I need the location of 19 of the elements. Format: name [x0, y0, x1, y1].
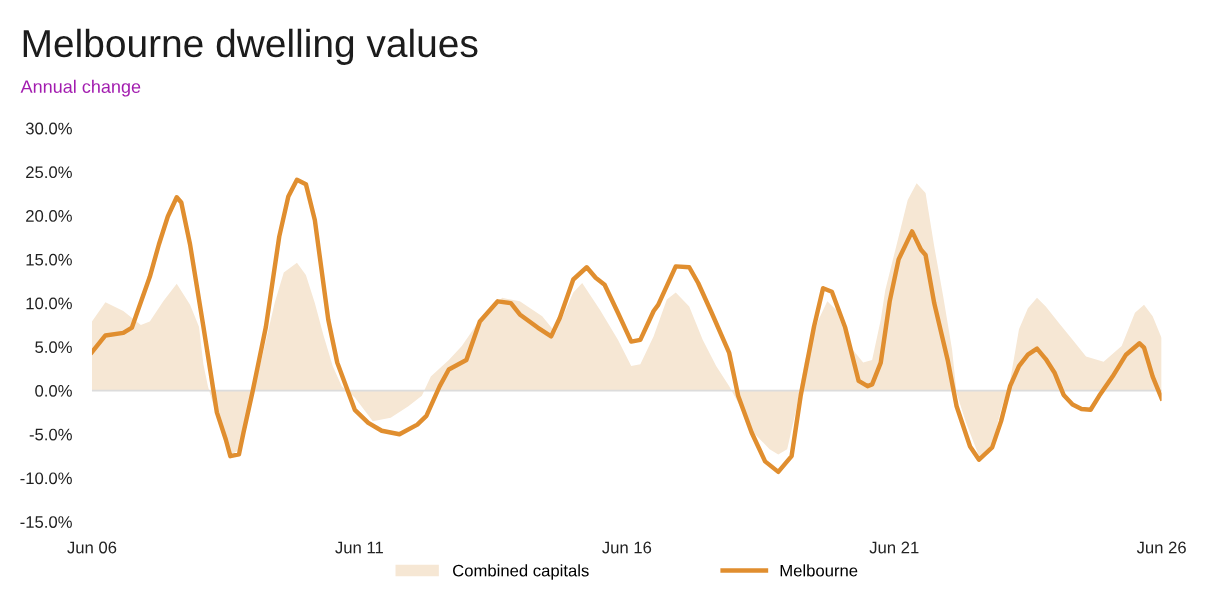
y-tick-label: 0.0% — [35, 384, 72, 397]
y-tick-label: 25.0% — [26, 166, 72, 179]
chart-title: Melbourne dwelling values — [23, 28, 478, 65]
x-tick-label: Jun 21 — [869, 541, 919, 554]
y-tick-label: 30.0% — [25, 122, 72, 135]
y-tick-label: 20.0% — [26, 210, 72, 222]
x-tick-label: Jun 26 — [1136, 541, 1186, 554]
y-tick-label: -10.0% — [20, 472, 72, 485]
y-tick-label: 15.0% — [26, 253, 72, 266]
legend-label: Melbourne — [780, 564, 858, 577]
chart-subtitle: Annual change — [20, 79, 141, 97]
y-tick-label: 5.0% — [35, 341, 72, 354]
x-tick-label: Jun 16 — [602, 541, 652, 554]
y-tick-label: -15.0% — [20, 516, 72, 528]
x-tick-label: Jun 06 — [67, 541, 117, 554]
legend-label: Combined capitals — [453, 564, 589, 580]
y-tick-label: 10.0% — [26, 297, 72, 310]
x-tick-label: Jun 11 — [335, 541, 383, 554]
y-tick-label: -5.0% — [29, 428, 72, 441]
